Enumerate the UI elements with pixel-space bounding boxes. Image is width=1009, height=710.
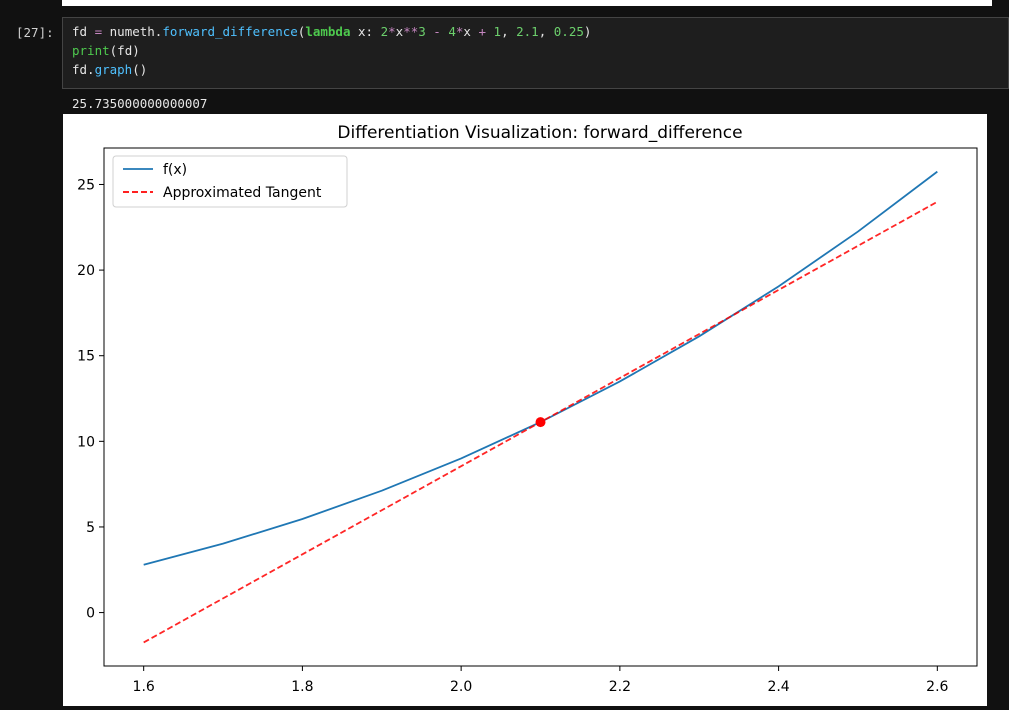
code-token: (fd) bbox=[110, 43, 140, 58]
previous-output bbox=[62, 0, 992, 6]
code-line: fd = numeth.forward_difference(lambda x:… bbox=[72, 24, 591, 39]
plot: 1.6 1.8 2.0 2.2 2.4 2.6 0 5 10 15 20 25 f(x) Approxim… bbox=[77, 147, 978, 695]
code-token: ) bbox=[584, 24, 592, 39]
code-token: . bbox=[155, 24, 163, 39]
code-token: 1 bbox=[494, 24, 502, 39]
code-token: x bbox=[396, 24, 404, 39]
x-tick-label: 2.4 bbox=[767, 679, 789, 695]
y-tick-label: 0 bbox=[86, 606, 95, 622]
code-token: * bbox=[456, 24, 464, 39]
code-token: * bbox=[388, 24, 396, 39]
code-token: ** bbox=[403, 24, 418, 39]
code-token: () bbox=[132, 62, 147, 77]
code-token: graph bbox=[95, 62, 133, 77]
y-tick-label: 5 bbox=[86, 520, 95, 536]
code-line: print(fd) bbox=[72, 43, 140, 58]
code-token: print bbox=[72, 43, 110, 58]
axes-frame bbox=[103, 147, 978, 667]
code-token: = bbox=[87, 24, 110, 39]
code-line: fd.graph() bbox=[72, 62, 147, 77]
code-token: , bbox=[501, 24, 516, 39]
x-tick-label: 2.2 bbox=[609, 679, 631, 695]
x-tick-label: 2.0 bbox=[450, 679, 472, 695]
code-token: 2.1 bbox=[516, 24, 539, 39]
x-tick-label: 1.8 bbox=[291, 679, 313, 695]
legend-box bbox=[112, 155, 348, 208]
y-tick-label: 20 bbox=[77, 263, 95, 279]
legend-label: f(x) bbox=[163, 162, 187, 178]
chart-title: Differentiation Visualization: forward_d… bbox=[337, 123, 742, 143]
x-tick-label: 1.6 bbox=[133, 679, 155, 695]
y-tick-label: 10 bbox=[77, 434, 95, 450]
code-token: 4 bbox=[448, 24, 456, 39]
code-token: + bbox=[471, 24, 494, 39]
y-tick-label: 25 bbox=[77, 177, 95, 193]
code-token: lambda bbox=[305, 24, 350, 39]
y-tick-label: 15 bbox=[77, 349, 95, 365]
code-token: x: bbox=[350, 24, 380, 39]
code-token: , bbox=[539, 24, 554, 39]
code-token: fd bbox=[72, 24, 87, 39]
code-token: 0.25 bbox=[554, 24, 584, 39]
point bbox=[535, 417, 546, 428]
code-token: x bbox=[463, 24, 471, 39]
legend-label: Approximated Tangent bbox=[163, 185, 322, 201]
x-tick-label: 2.6 bbox=[926, 679, 948, 695]
code: fd = numeth.forward_difference(lambda x:… bbox=[72, 24, 591, 77]
code-token: 3 bbox=[418, 24, 426, 39]
code-token: forward_difference bbox=[162, 24, 297, 39]
code-token: 2 bbox=[381, 24, 389, 39]
code-token: fd. bbox=[72, 62, 95, 77]
cell-prompt: [27]: bbox=[16, 25, 54, 40]
code-token: ( bbox=[298, 24, 306, 39]
cell-output: 25.735000000000007 bbox=[72, 96, 207, 111]
code-token: - bbox=[426, 24, 449, 39]
figure bbox=[63, 114, 987, 706]
code-cell[interactable] bbox=[62, 17, 1009, 89]
code-token: numeth bbox=[110, 24, 155, 39]
